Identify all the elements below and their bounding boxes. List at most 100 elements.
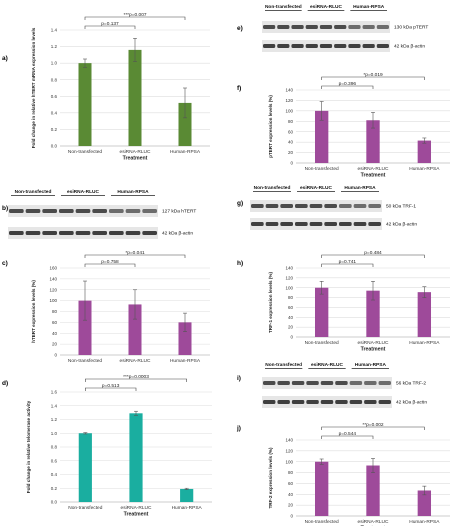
y-tick-label: 140 bbox=[285, 88, 293, 93]
protein-band bbox=[251, 222, 264, 226]
bar-non-transfected bbox=[78, 300, 92, 355]
protein-band bbox=[291, 400, 305, 404]
y-tick-label: 60 bbox=[288, 481, 294, 486]
bar-non-transfected bbox=[314, 110, 329, 163]
protein-band bbox=[142, 209, 157, 213]
y-tick-label: 0 bbox=[54, 353, 57, 358]
band-label: 42 kDa β-actin bbox=[162, 231, 193, 237]
y-tick-label: 80 bbox=[52, 309, 58, 314]
bar-human-rpsa bbox=[417, 292, 432, 337]
panel-letter-h: h) bbox=[237, 260, 243, 267]
protein-band bbox=[251, 204, 264, 208]
y-tick-label: 60 bbox=[52, 320, 58, 325]
lane-group-header: Human-RPSA bbox=[353, 4, 385, 10]
protein-band bbox=[25, 209, 41, 213]
lane-group-header: esiRNA-RLUC bbox=[310, 4, 343, 10]
y-tick-label: 140 bbox=[285, 266, 293, 271]
panel-letter-f: f) bbox=[237, 85, 241, 92]
y-tick-label: 1.4 bbox=[51, 28, 58, 33]
x-category-label: esiRNA-RLUC bbox=[120, 358, 151, 364]
panel-letter-i: i) bbox=[237, 375, 241, 382]
protein-band bbox=[320, 400, 334, 404]
y-tick-label: 0.2 bbox=[51, 127, 58, 132]
significance-label: *p=0.019 bbox=[363, 72, 383, 78]
significance-bracket bbox=[321, 85, 374, 89]
protein-band bbox=[125, 209, 141, 213]
bar-human-rpsa bbox=[417, 140, 432, 163]
protein-band bbox=[353, 204, 367, 208]
significance-label: p=0.758 bbox=[101, 259, 119, 265]
y-tick-label: 0.4 bbox=[51, 110, 58, 115]
y-tick-label: 20 bbox=[288, 325, 294, 330]
protein-band bbox=[362, 25, 375, 29]
protein-band bbox=[295, 204, 308, 208]
band-label: 42 kDa β-actin bbox=[386, 222, 417, 228]
y-tick-label: 40 bbox=[288, 140, 294, 145]
y-tick-label: 1.6 bbox=[51, 390, 58, 395]
y-axis-title: Fold change in relative telomerase activ… bbox=[26, 400, 31, 493]
x-category-label: Non-transfected bbox=[305, 166, 339, 172]
chart-f: 0 20 40 60 80 100 120 140 pTERT expression level… bbox=[268, 72, 450, 179]
lane-group-header: esiRNA-RLUC bbox=[67, 189, 100, 195]
y-axis-title: Fold change in relative hTERT mRNA expre… bbox=[31, 27, 36, 148]
bar-human-rpsa bbox=[180, 488, 194, 502]
protein-band bbox=[142, 231, 157, 235]
chart-h: 0 20 40 60 80 100 120 140 TRF-1 expression level… bbox=[268, 250, 450, 353]
y-tick-label: 0 bbox=[290, 514, 293, 519]
protein-band bbox=[305, 44, 318, 48]
significance-label: **p=0.002 bbox=[362, 422, 384, 428]
band-label: 42 kDa β-actin bbox=[394, 44, 425, 50]
protein-band bbox=[295, 222, 308, 226]
x-category-label: esiRNA-RLUC bbox=[358, 519, 389, 525]
significance-label: p=0.741 bbox=[339, 259, 357, 265]
protein-band bbox=[339, 204, 352, 208]
protein-band bbox=[335, 381, 348, 385]
y-tick-label: 0.6 bbox=[51, 458, 58, 463]
x-axis-title: Treatment bbox=[123, 156, 148, 162]
protein-band bbox=[324, 222, 337, 226]
bar-human-rpsa bbox=[178, 322, 192, 355]
y-tick-label: 60 bbox=[288, 129, 294, 134]
x-category-label: Non-transfected bbox=[68, 358, 102, 364]
significance-bracket bbox=[321, 426, 425, 430]
protein-band bbox=[348, 25, 361, 29]
bar-non-transfected bbox=[78, 63, 92, 147]
y-tick-label: 140 bbox=[285, 438, 293, 443]
y-tick-label: 0 bbox=[290, 335, 293, 340]
lane-group-header: Non-transfected bbox=[254, 185, 291, 191]
protein-band bbox=[378, 400, 391, 404]
y-tick-label: 1.0 bbox=[51, 431, 58, 436]
lane-group-header: Non-transfected bbox=[265, 4, 302, 10]
protein-band bbox=[309, 204, 323, 208]
x-axis-title: Treatment bbox=[361, 347, 386, 353]
x-axis-title: Treatment bbox=[361, 173, 386, 179]
significance-bracket bbox=[84, 254, 186, 258]
protein-band bbox=[349, 400, 363, 404]
significance-bracket bbox=[321, 254, 425, 258]
panel-letter-b: b) bbox=[2, 205, 8, 212]
protein-band bbox=[75, 209, 91, 213]
protein-band bbox=[280, 204, 293, 208]
x-category-label: Human-RPSA bbox=[409, 519, 440, 525]
chart-c: 0 20 40 60 80 100 120 140 160 hTERT expression le… bbox=[31, 250, 210, 364]
lane-group-header: Non-transfected bbox=[15, 189, 52, 195]
x-category-label: esiRNA-RLUC bbox=[120, 149, 151, 155]
protein-band bbox=[364, 381, 377, 385]
y-tick-label: 100 bbox=[285, 285, 293, 290]
significance-label: p=0.544 bbox=[339, 431, 357, 437]
panel-letter-a: a) bbox=[2, 55, 8, 62]
protein-band bbox=[75, 231, 91, 235]
y-tick-label: 120 bbox=[285, 448, 293, 453]
protein-band bbox=[376, 25, 389, 29]
y-tick-label: 20 bbox=[52, 342, 58, 347]
protein-band bbox=[353, 222, 367, 226]
lane-group-header: Non-transfected bbox=[265, 362, 302, 368]
y-tick-label: 60 bbox=[288, 305, 294, 310]
significance-label: p=0.396 bbox=[339, 81, 357, 87]
y-tick-label: 0.2 bbox=[51, 486, 58, 491]
y-tick-label: 120 bbox=[49, 287, 57, 292]
y-tick-label: 20 bbox=[288, 503, 294, 508]
significance-label: p=0.137 bbox=[101, 21, 119, 27]
y-tick-label: 0.8 bbox=[51, 77, 58, 82]
blot-e: Non-transfected esiRNA-RLUC Human-RPSA 130 … bbox=[262, 4, 428, 52]
